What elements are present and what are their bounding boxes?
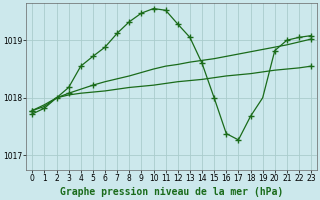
X-axis label: Graphe pression niveau de la mer (hPa): Graphe pression niveau de la mer (hPa) — [60, 187, 283, 197]
